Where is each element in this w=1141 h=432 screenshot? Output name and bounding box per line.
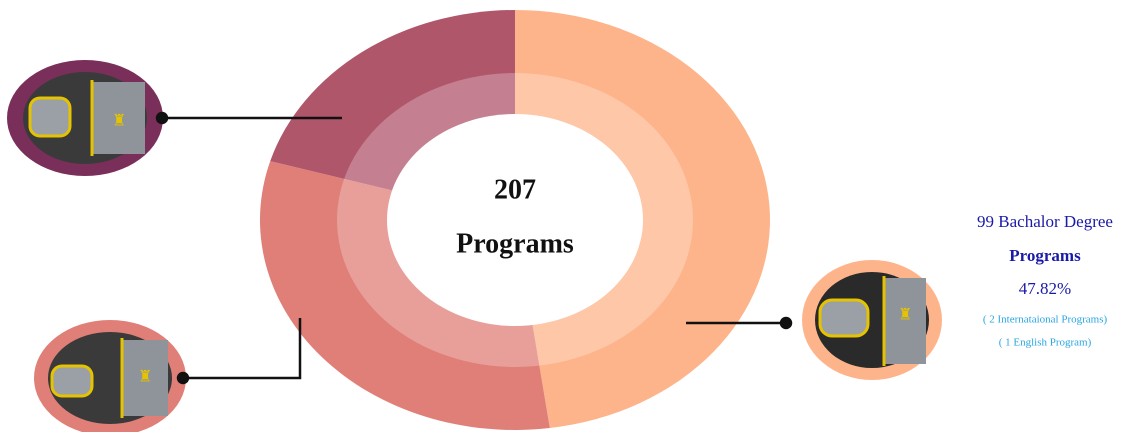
svg-text:♜: ♜ [138, 369, 152, 386]
icon-top-left: ♜ [7, 60, 163, 176]
annotation-note: ( 1 English Program) [999, 337, 1092, 349]
value-label: 47.82% [1019, 279, 1071, 298]
annotation-title: 99 Bachalor Degree [977, 212, 1113, 231]
donut-hole [387, 114, 643, 326]
center-label: Programs [456, 228, 574, 259]
annotation-note: ( 2 Internataional Programs) [983, 314, 1108, 326]
svg-text:♜: ♜ [112, 113, 126, 130]
icon-bottom-left: ♜ [34, 320, 186, 432]
svg-text:♜: ♜ [898, 307, 912, 324]
center-number: 207 [494, 174, 536, 205]
annotation-title: Programs [1009, 246, 1081, 265]
connectors [155, 111, 793, 385]
icon-right: ♜ [802, 260, 942, 380]
donut [260, 10, 771, 430]
